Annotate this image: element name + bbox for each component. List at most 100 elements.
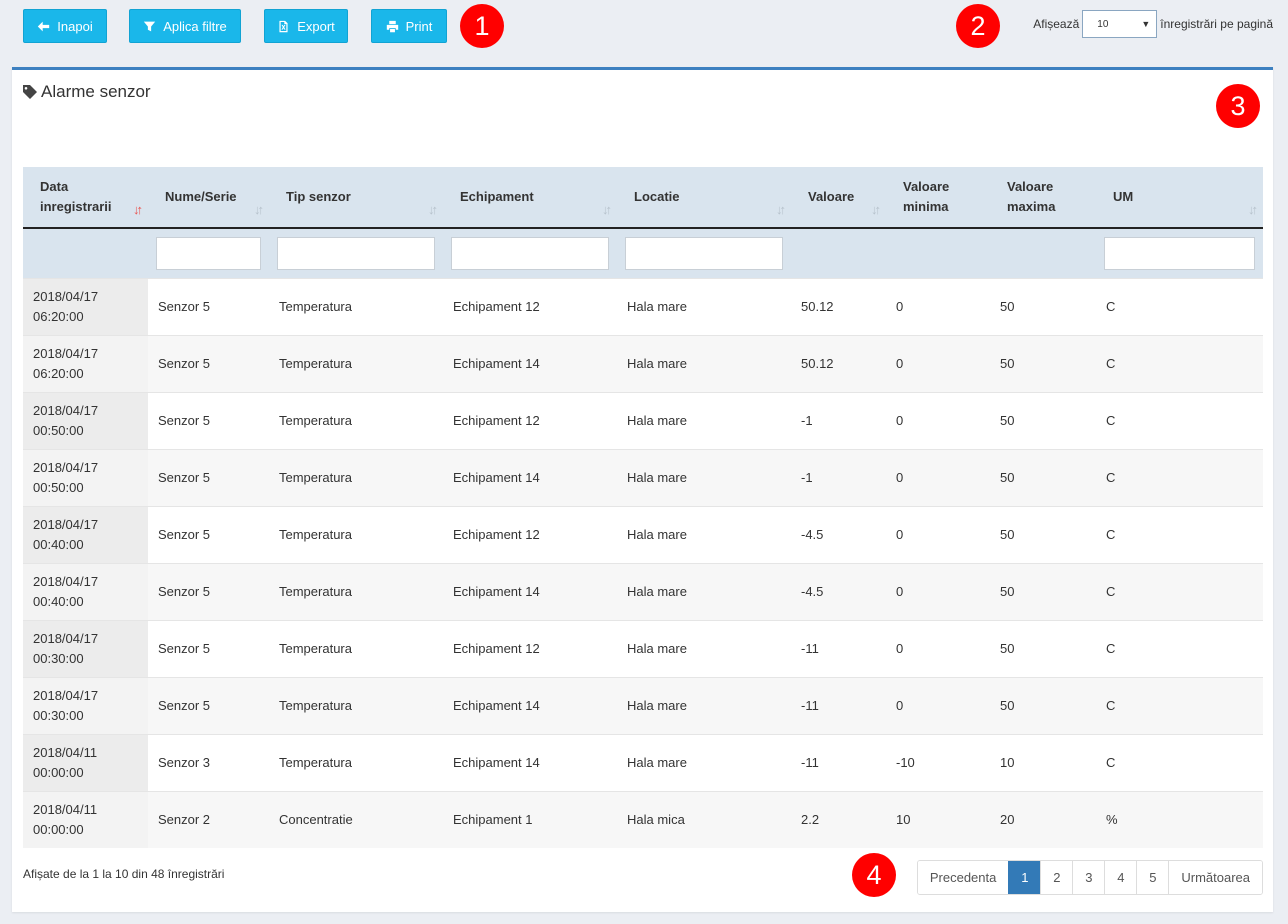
time-value: 00:30:00	[33, 707, 84, 723]
min-value-cell: 0	[886, 505, 990, 563]
pagination-page-3[interactable]: 3	[1072, 861, 1105, 894]
page-size-prefix: Afișează	[1033, 17, 1080, 31]
equipment-cell: Echipament 12	[443, 277, 617, 335]
sensor-name-cell: Senzor 5	[148, 619, 269, 677]
filter-um-input[interactable]	[1104, 236, 1255, 270]
sensor-type-cell: Temperatura	[269, 733, 443, 791]
location-cell: Hala mare	[617, 619, 791, 677]
equipment-cell: Echipament 14	[443, 562, 617, 620]
pagination-page-1[interactable]: 1	[1008, 861, 1041, 894]
filter-cell-name	[148, 228, 269, 278]
export-button-label: Export	[297, 18, 335, 34]
equipment-cell: Echipament 12	[443, 391, 617, 449]
equipment-cell: Echipament 1	[443, 790, 617, 848]
date-value: 2018/04/11	[33, 744, 98, 760]
value-cell: 2.2	[791, 790, 886, 848]
min-value-cell: 0	[886, 676, 990, 734]
value-cell: -4.5	[791, 505, 886, 563]
table-row[interactable]: 2018/04/17 00:50:00 Senzor 5 Temperatura Ech…	[23, 448, 1263, 506]
back-button[interactable]: Inapoi	[23, 9, 107, 43]
page-size-value: 10	[1097, 18, 1109, 30]
apply-filters-button[interactable]: Aplica filtre	[129, 9, 241, 43]
table-row[interactable]: 2018/04/11 00:00:00 Senzor 2 Concentratie Ec…	[23, 790, 1263, 848]
header-row: Data inregistrarii ↓↑ Nume/Serie ↓↑ Tip senzo…	[23, 167, 1263, 229]
sort-icon[interactable]: ↓↑	[871, 202, 881, 217]
sort-icon[interactable]: ↓↑	[1248, 202, 1258, 217]
column-header-label: Data	[40, 179, 69, 194]
filter-type-input[interactable]	[277, 236, 435, 270]
filter-cell-empty	[886, 228, 990, 278]
column-header-label: Valoare	[903, 179, 950, 194]
table-row[interactable]: 2018/04/17 06:20:00 Senzor 5 Temperatura Ech…	[23, 334, 1263, 392]
sort-icon[interactable]: ↓↑	[602, 202, 612, 217]
min-value-cell: 0	[886, 334, 990, 392]
arrow-left-icon	[38, 21, 50, 31]
table-row[interactable]: 2018/04/11 00:00:00 Senzor 3 Temperatura Ech…	[23, 733, 1263, 791]
equipment-cell: Echipament 14	[443, 676, 617, 734]
sensor-type-cell: Temperatura	[269, 334, 443, 392]
filter-cell-empty	[990, 228, 1096, 278]
table-row[interactable]: 2018/04/17 00:30:00 Senzor 5 Temperatura Ech…	[23, 676, 1263, 734]
filter-location-input[interactable]	[625, 236, 783, 270]
table-row[interactable]: 2018/04/17 06:20:00 Senzor 5 Temperatura Ech…	[23, 277, 1263, 335]
date-cell: 2018/04/17 00:40:00	[23, 562, 148, 620]
sensor-type-cell: Temperatura	[269, 619, 443, 677]
table-body: 2018/04/17 06:20:00 Senzor 5 Temperatura Ech…	[23, 277, 1263, 848]
sort-icon[interactable]: ↓↑	[254, 202, 264, 217]
value-cell: -11	[791, 676, 886, 734]
unit-cell: C	[1096, 277, 1263, 335]
equipment-cell: Echipament 12	[443, 619, 617, 677]
sort-desc-icon[interactable]: ↓↑	[133, 202, 143, 217]
table-row[interactable]: 2018/04/17 00:40:00 Senzor 5 Temperatura Ech…	[23, 505, 1263, 563]
table-row[interactable]: 2018/04/17 00:50:00 Senzor 5 Temperatura Ech…	[23, 391, 1263, 449]
filter-equipment-input[interactable]	[451, 236, 609, 270]
time-value: 00:50:00	[33, 479, 84, 495]
date-value: 2018/04/17	[33, 516, 99, 532]
max-value-cell: 10	[990, 733, 1096, 791]
filter-icon	[144, 21, 156, 31]
table-row[interactable]: 2018/04/17 00:30:00 Senzor 5 Temperatura Ech…	[23, 619, 1263, 677]
pagination-prev[interactable]: Precedenta	[917, 861, 1009, 894]
column-header-label-line2: minima	[903, 199, 949, 214]
date-cell: 2018/04/11 00:00:00	[23, 733, 148, 791]
column-header: Valoare minima	[886, 167, 990, 229]
column-header[interactable]: Tip senzor ↓↑	[269, 167, 443, 229]
sensor-type-cell: Concentratie	[269, 790, 443, 848]
sort-icon[interactable]: ↓↑	[776, 202, 786, 217]
pagination-page-2[interactable]: 2	[1040, 861, 1073, 894]
back-button-label: Inapoi	[57, 18, 93, 34]
date-cell: 2018/04/17 00:50:00	[23, 448, 148, 506]
annotation-marker-2: 2	[956, 4, 1000, 48]
filter-name-input[interactable]	[156, 236, 261, 270]
filter-cell-equipment	[443, 228, 617, 278]
column-header[interactable]: Nume/Serie ↓↑	[148, 167, 269, 229]
column-header[interactable]: Echipament ↓↑	[443, 167, 617, 229]
location-cell: Hala mare	[617, 505, 791, 563]
export-button[interactable]: Export	[264, 9, 348, 43]
date-cell: 2018/04/17 00:30:00	[23, 676, 148, 734]
sensor-name-cell: Senzor 5	[148, 334, 269, 392]
column-header[interactable]: Data inregistrarii ↓↑	[23, 167, 148, 229]
time-value: 00:50:00	[33, 422, 84, 438]
column-header-label: UM	[1113, 189, 1134, 204]
equipment-cell: Echipament 14	[443, 334, 617, 392]
pagination-page-4[interactable]: 4	[1104, 861, 1137, 894]
alarms-table: Data inregistrarii ↓↑ Nume/Serie ↓↑ Tip senzo…	[23, 167, 1263, 848]
column-header[interactable]: UM ↓↑	[1096, 167, 1263, 229]
sort-icon[interactable]: ↓↑	[428, 202, 438, 217]
filter-cell-location	[617, 228, 791, 278]
page-size-select[interactable]: 10 ▼	[1082, 10, 1158, 38]
table-row[interactable]: 2018/04/17 00:40:00 Senzor 5 Temperatura Ech…	[23, 562, 1263, 620]
value-cell: -1	[791, 391, 886, 449]
date-value: 2018/04/17	[33, 573, 99, 589]
value-cell: -11	[791, 619, 886, 677]
printer-icon	[386, 20, 398, 32]
pagination-next[interactable]: Următoarea	[1168, 861, 1262, 894]
location-cell: Hala mare	[617, 733, 791, 791]
column-header[interactable]: Locatie ↓↑	[617, 167, 791, 229]
print-button[interactable]: Print	[371, 9, 447, 43]
column-header[interactable]: Valoare ↓↑	[791, 167, 886, 229]
pagination-page-5[interactable]: 5	[1136, 861, 1169, 894]
sensor-name-cell: Senzor 5	[148, 448, 269, 506]
sensor-type-cell: Temperatura	[269, 277, 443, 335]
